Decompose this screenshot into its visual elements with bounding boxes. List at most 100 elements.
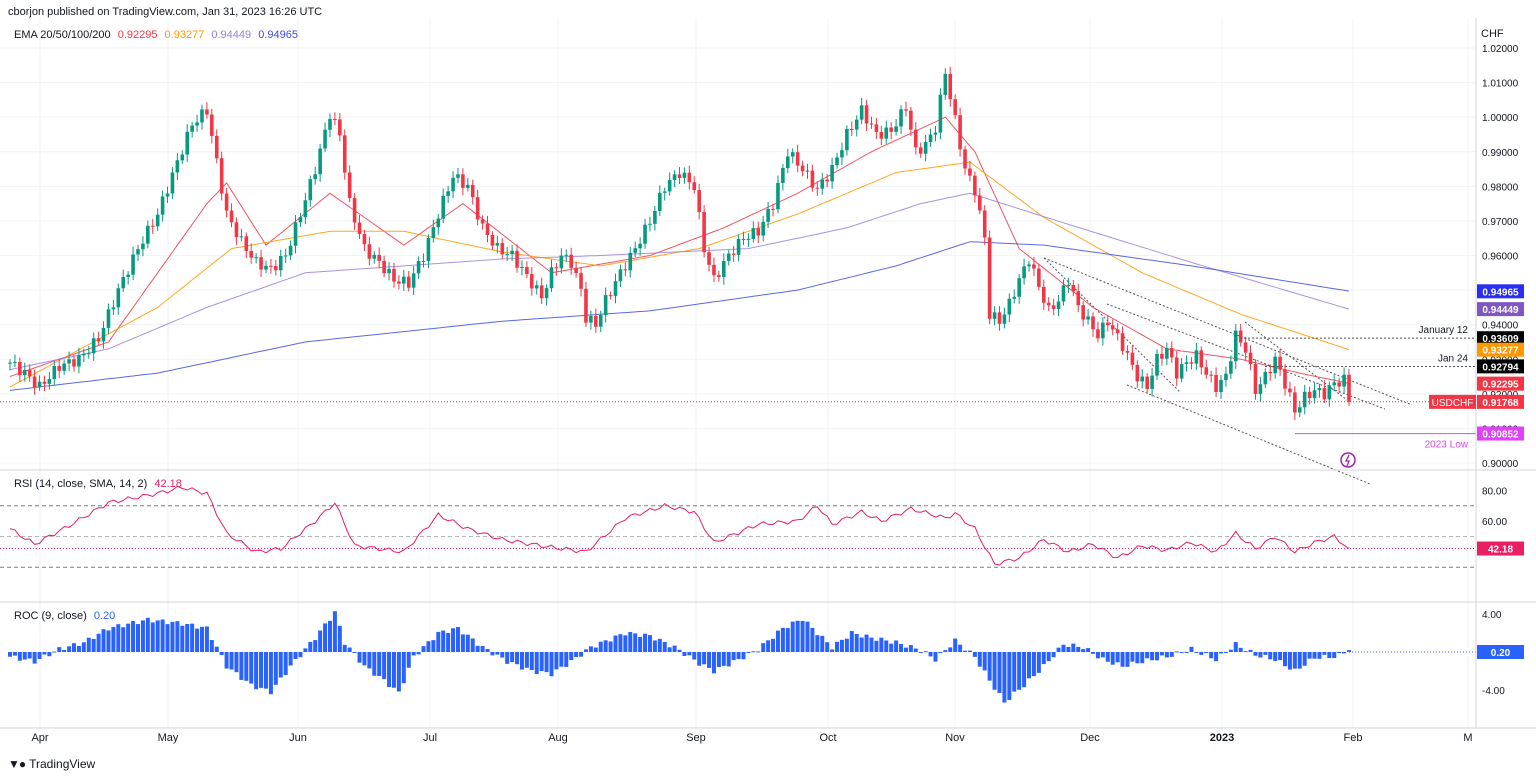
candle-body — [431, 227, 436, 239]
price-badge-label: 0.93609 — [1482, 334, 1519, 345]
roc-bar — [810, 627, 815, 652]
candle-body — [1268, 371, 1273, 374]
candles — [8, 66, 1351, 421]
roc-bar — [204, 626, 209, 652]
roc-bar — [76, 645, 81, 652]
candle-body — [1194, 350, 1199, 364]
roc-bar — [1081, 649, 1086, 652]
candle-body — [239, 236, 244, 238]
candle-body — [692, 182, 697, 191]
candle-body — [106, 309, 111, 328]
candle-body — [126, 274, 130, 278]
candle-body — [57, 366, 62, 371]
rsi-legend-label: RSI (14, close, SMA, 14, 2) — [14, 478, 148, 490]
roc-bar — [830, 649, 835, 652]
candle-body — [274, 266, 278, 271]
rsi-tick-label: 60.00 — [1482, 517, 1507, 528]
roc-bar — [239, 652, 244, 680]
trendline-lower — [1126, 384, 1371, 485]
roc-bar — [805, 621, 810, 652]
candle-body — [234, 222, 239, 238]
roc-bar — [608, 641, 613, 652]
candle-body — [628, 252, 633, 271]
roc-legend[interactable]: ROC (9, close) 0.20 — [14, 610, 115, 622]
candle-body — [1105, 322, 1110, 326]
candle-body — [909, 110, 913, 130]
roc-bar — [1199, 652, 1204, 655]
roc-bar — [859, 637, 864, 652]
price-badge-label: 0.94965 — [1482, 287, 1519, 298]
roc-bar — [22, 652, 27, 660]
rsi-legend[interactable]: RSI (14, close, SMA, 14, 2) 42.18 — [14, 478, 182, 490]
candle-body — [52, 366, 57, 379]
alert-icon[interactable] — [1340, 452, 1356, 468]
roc-bar — [1253, 652, 1258, 656]
roc-bar — [62, 649, 67, 652]
roc-bar — [643, 633, 648, 652]
candle-body — [1032, 264, 1036, 269]
ema50-line — [9, 161, 1350, 388]
roc-bar — [1228, 649, 1233, 652]
candle-body — [249, 250, 254, 258]
roc-bar — [771, 638, 776, 652]
roc-bar — [583, 649, 588, 652]
roc-bar — [524, 652, 529, 668]
roc-bar — [372, 652, 377, 676]
roc-bar — [692, 652, 697, 660]
roc-bar — [1184, 652, 1189, 653]
roc-bar — [288, 652, 293, 666]
tradingview-logo[interactable]: ▼● TradingView — [8, 757, 95, 771]
roc-bar — [495, 652, 500, 655]
ema-legend[interactable]: EMA 20/50/100/200 0.92295 0.93277 0.9444… — [14, 29, 298, 41]
roc-bar — [1287, 652, 1292, 670]
price-badge-low2023 — [1477, 426, 1524, 441]
roc-bar — [505, 652, 510, 664]
candle-body — [918, 147, 923, 154]
candle-body — [643, 224, 647, 244]
roc-bar — [475, 645, 480, 652]
candle-body — [377, 254, 382, 261]
candle-body — [303, 200, 308, 218]
candle-body — [372, 254, 377, 259]
roc-bar — [854, 633, 859, 652]
candle-body — [987, 237, 992, 319]
candle-body — [411, 273, 416, 288]
roc-bar — [12, 652, 17, 656]
candle-body — [1017, 278, 1021, 297]
ema-legend-label: EMA 20/50/100/200 — [14, 29, 111, 41]
roc-bar — [1130, 652, 1135, 662]
candle-body — [662, 191, 667, 193]
candle-body — [1337, 382, 1341, 387]
candle-body — [539, 285, 544, 299]
candle-body — [849, 128, 854, 130]
roc-bar — [214, 646, 219, 652]
roc-bar — [308, 641, 313, 652]
candle-body — [1184, 362, 1189, 365]
candle-body — [879, 131, 884, 139]
candle-body — [618, 269, 623, 282]
candle-body — [510, 250, 514, 255]
candle-body — [1243, 342, 1248, 353]
roc-bar — [702, 652, 707, 665]
roc-bar — [318, 630, 323, 652]
candle-body — [899, 109, 903, 127]
candle-body — [1130, 352, 1135, 365]
candle-body — [968, 168, 972, 176]
candle-body — [672, 174, 677, 180]
candle-body — [446, 191, 450, 196]
roc-bar — [1056, 647, 1061, 652]
roc-bar — [313, 640, 318, 652]
candle-body — [741, 239, 746, 241]
roc-bar — [1258, 652, 1263, 658]
roc-bar — [135, 624, 140, 652]
roc-bar — [1007, 652, 1012, 701]
candle-body — [1199, 350, 1204, 368]
candle-body — [1302, 391, 1307, 408]
candle-body — [333, 119, 337, 121]
candle-body — [515, 250, 519, 268]
price-badge-ema50 — [1477, 342, 1524, 357]
roc-bar — [401, 652, 406, 684]
roc-bar — [150, 622, 155, 652]
roc-bar — [1214, 652, 1219, 662]
candle-body — [436, 218, 441, 228]
